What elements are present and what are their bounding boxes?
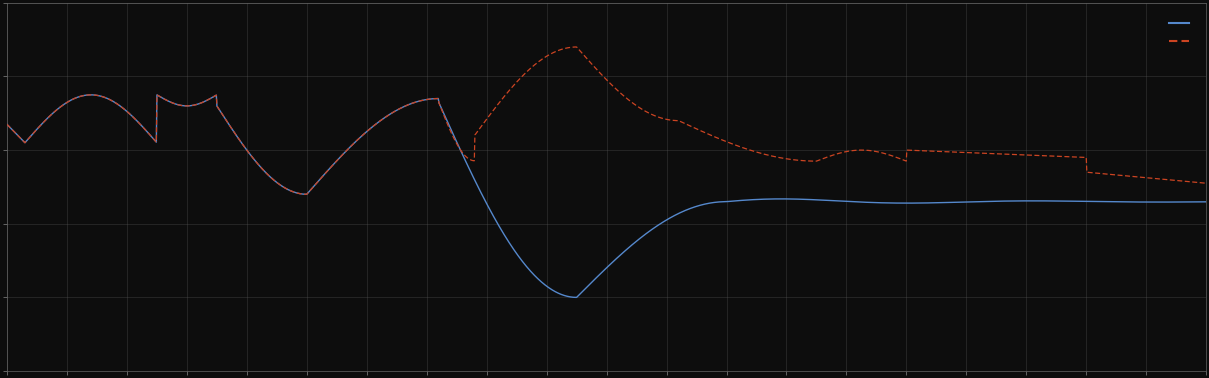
Legend: , : , [1165,15,1196,51]
